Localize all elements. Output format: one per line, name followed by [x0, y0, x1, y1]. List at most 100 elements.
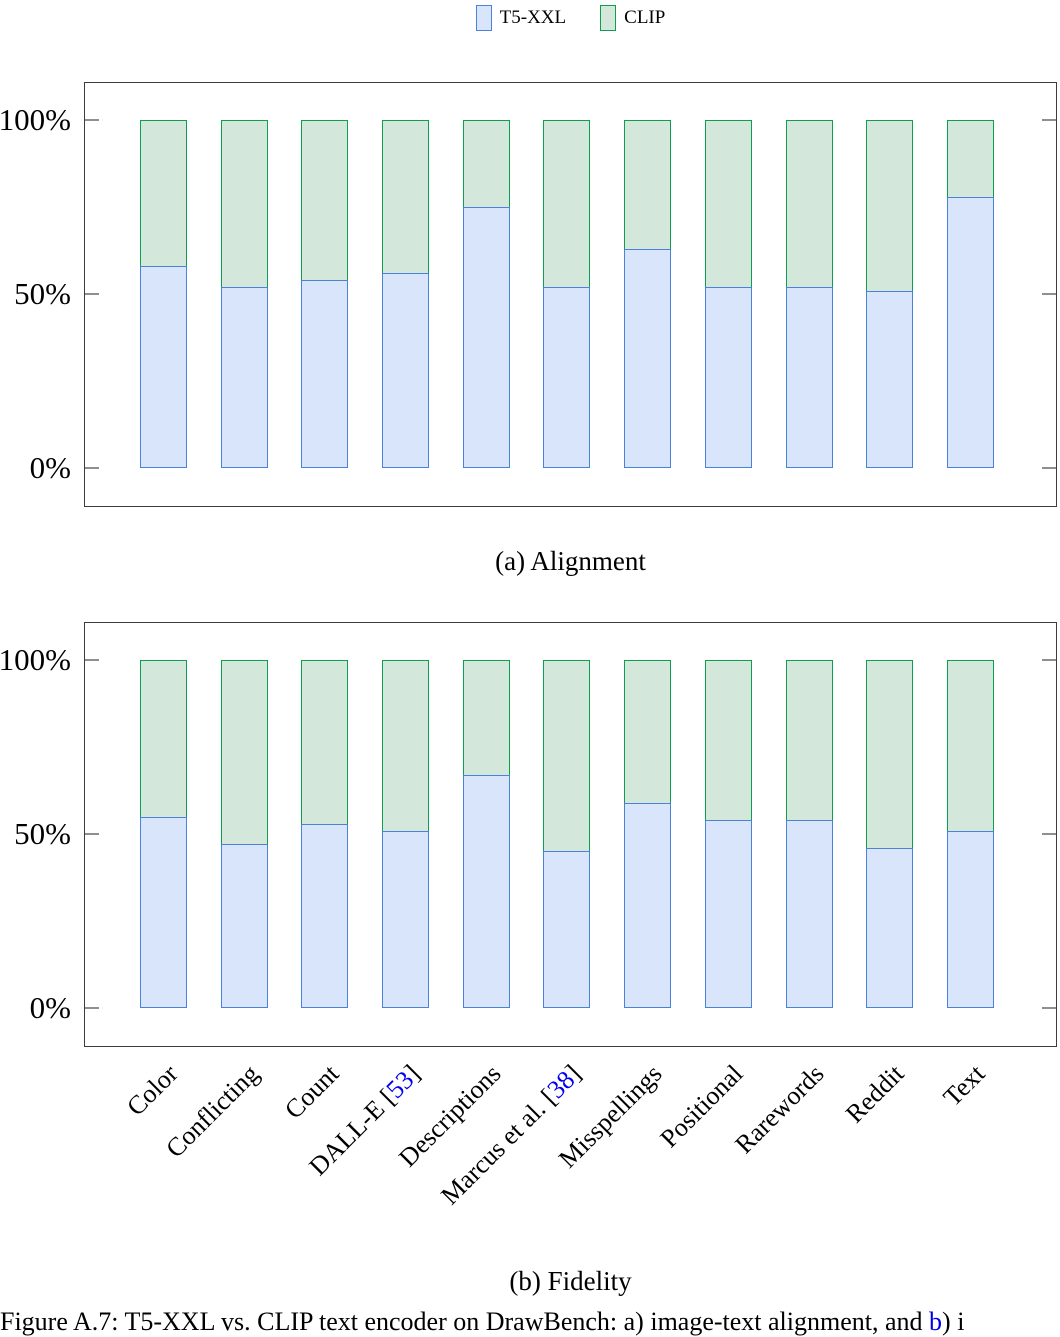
t5xxl-segment — [543, 851, 591, 1008]
stacked-bar — [704, 120, 752, 468]
legend-label-clip: CLIP — [624, 7, 666, 28]
figure-reference-link[interactable]: b — [929, 1307, 943, 1336]
stacked-bar — [785, 120, 833, 468]
y-tick-mark — [85, 119, 99, 121]
clip-segment — [140, 120, 187, 267]
clip-segment — [140, 660, 187, 817]
y-tick-label: 100% — [0, 642, 71, 677]
clip-segment — [946, 660, 994, 831]
subcaption-alignment: (a) Alignment — [495, 546, 646, 576]
clip-segment — [301, 120, 349, 281]
figure-caption-text: Figure A.7: T5-XXL vs. CLIP text encoder… — [0, 1307, 930, 1336]
clip-segment — [301, 660, 349, 824]
y-tick-mark — [1042, 293, 1056, 295]
y-tick-label: 50% — [14, 816, 71, 851]
legend-item-t5xxl: T5-XXL — [475, 5, 567, 31]
t5xxl-segment — [382, 273, 430, 468]
y-tick-mark — [85, 659, 99, 661]
t5xxl-segment — [462, 207, 510, 468]
t5xxl-swatch — [475, 5, 492, 31]
stacked-bar — [624, 660, 672, 1008]
clip-segment — [946, 120, 994, 197]
clip-segment — [785, 660, 833, 821]
t5xxl-segment — [140, 266, 187, 468]
y-tick-mark — [85, 467, 99, 469]
stacked-bar — [462, 660, 510, 1008]
t5xxl-segment — [704, 287, 752, 468]
y-tick-mark — [85, 833, 99, 835]
stacked-bar — [140, 120, 187, 468]
stacked-bar — [704, 660, 752, 1008]
y-tick-mark — [1042, 467, 1056, 469]
y-tick-mark — [85, 1007, 99, 1009]
y-tick-mark — [1042, 659, 1056, 661]
t5xxl-segment — [785, 820, 833, 1008]
t5xxl-segment — [220, 844, 268, 1008]
clip-segment — [785, 120, 833, 288]
stacked-bar — [140, 660, 187, 1008]
clip-segment — [704, 120, 752, 288]
clip-segment — [866, 120, 914, 291]
t5xxl-segment — [543, 287, 591, 468]
clip-swatch — [600, 5, 617, 31]
stacked-bar — [220, 120, 268, 468]
plot-area: 100% 50% 0% — [0, 82, 1057, 507]
citation-link[interactable]: 38 — [540, 1065, 580, 1105]
clip-segment — [220, 120, 268, 288]
y-tick-mark — [1042, 833, 1056, 835]
stacked-bar — [220, 660, 268, 1008]
clip-segment — [543, 120, 591, 288]
t5xxl-segment — [946, 196, 994, 468]
bars-area — [85, 660, 1056, 1008]
t5xxl-segment — [704, 820, 752, 1008]
fidelity-chart: 100% 50% 0% Color Conflicting Count DALL-E [5… — [0, 622, 1057, 1210]
figure-caption: Figure A.7: T5-XXL vs. CLIP text encoder… — [0, 1307, 1060, 1337]
citation-link[interactable]: 53 — [379, 1065, 419, 1105]
legend-label-t5xxl: T5-XXL — [499, 7, 567, 28]
clip-segment — [543, 660, 591, 852]
y-tick-mark — [1042, 119, 1056, 121]
y-tick-label: 50% — [14, 276, 71, 311]
t5xxl-segment — [220, 287, 268, 468]
y-tick-mark — [1042, 1007, 1056, 1009]
stacked-bar — [543, 660, 591, 1008]
y-tick-label: 0% — [29, 990, 71, 1025]
legend-item-clip: CLIP — [600, 5, 665, 31]
t5xxl-segment — [301, 280, 349, 468]
stacked-bar — [866, 660, 914, 1008]
clip-segment — [462, 660, 510, 775]
alignment-chart: 100% 50% 0% — [0, 82, 1057, 507]
clip-segment — [220, 660, 268, 845]
clip-segment — [382, 660, 430, 831]
stacked-bar — [866, 120, 914, 468]
t5xxl-segment — [866, 290, 914, 468]
chart-legend: T5-XXL CLIP — [84, 0, 1057, 36]
t5xxl-segment — [866, 847, 914, 1008]
t5xxl-segment — [624, 248, 672, 468]
subcaption-fidelity: (b) Fidelity — [509, 1266, 632, 1296]
clip-segment — [704, 660, 752, 821]
stacked-bar — [301, 660, 349, 1008]
y-tick-label: 100% — [0, 102, 71, 137]
plot-area: 100% 50% 0% — [0, 622, 1057, 1047]
stacked-bar — [543, 120, 591, 468]
figure-caption-tail: ) i — [942, 1307, 965, 1336]
stacked-bar — [624, 120, 672, 468]
t5xxl-segment — [785, 287, 833, 468]
t5xxl-segment — [382, 830, 430, 1008]
t5xxl-segment — [301, 823, 349, 1008]
clip-segment — [624, 660, 672, 803]
y-tick-label: 0% — [29, 450, 71, 485]
y-tick-mark — [85, 293, 99, 295]
stacked-bar — [785, 660, 833, 1008]
x-axis-labels: Color Conflicting Count DALL-E [53] Descript… — [84, 1047, 1057, 1257]
t5xxl-segment — [624, 802, 672, 1008]
stacked-bar — [946, 660, 994, 1008]
stacked-bar — [382, 120, 430, 468]
t5xxl-segment — [140, 816, 187, 1008]
stacked-bar — [301, 120, 349, 468]
stacked-bar — [946, 120, 994, 468]
t5xxl-segment — [462, 774, 510, 1008]
clip-segment — [462, 120, 510, 207]
